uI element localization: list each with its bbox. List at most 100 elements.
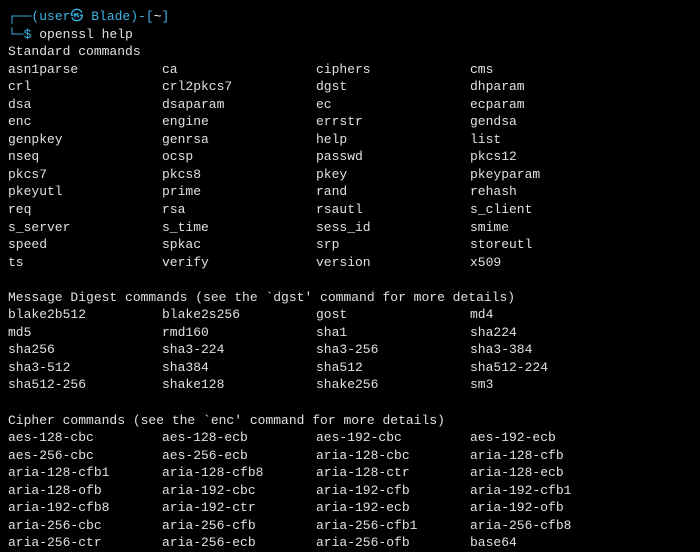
command-row: pkeyutlprimerandrehash xyxy=(8,183,692,201)
command-cell: base64 xyxy=(470,534,624,552)
command-cell: rehash xyxy=(470,183,624,201)
command-row: md5rmd160sha1sha224 xyxy=(8,324,692,342)
command-row: blake2b512blake2s256gostmd4 xyxy=(8,306,692,324)
prompt-close-paren: ) xyxy=(130,9,138,24)
command-cell: aes-128-ecb xyxy=(162,429,316,447)
command-cell: sha384 xyxy=(162,359,316,377)
command-cell: pkcs7 xyxy=(8,166,162,184)
command-row: sha512-256shake128shake256sm3 xyxy=(8,376,692,394)
command-row: aes-256-cbcaes-256-ecbaria-128-cbcaria-1… xyxy=(8,447,692,465)
command-cell: pkcs12 xyxy=(470,148,624,166)
terminal-output: ┌──(user㉿ Blade)-[~] └─$ openssl help St… xyxy=(8,8,692,552)
command-row: asn1parsecacipherscms xyxy=(8,61,692,79)
command-cell: dgst xyxy=(316,78,470,96)
command-row: dsadsaparamececparam xyxy=(8,96,692,114)
command-cell: genpkey xyxy=(8,131,162,149)
command-cell: crl xyxy=(8,78,162,96)
command-cell: aria-192-cfb8 xyxy=(8,499,162,517)
command-cell: ocsp xyxy=(162,148,316,166)
command-cell: aria-128-cfb8 xyxy=(162,464,316,482)
command-cell: pkey xyxy=(316,166,470,184)
command-cell: blake2s256 xyxy=(162,306,316,324)
prompt-line-2[interactable]: └─$ openssl help xyxy=(8,26,692,44)
section-header: Standard commands xyxy=(8,43,692,61)
command-cell: sha512-224 xyxy=(470,359,624,377)
prompt-dollar: $ xyxy=(24,27,32,42)
command-cell: sha256 xyxy=(8,341,162,359)
command-row: sha256sha3-224sha3-256sha3-384 xyxy=(8,341,692,359)
command-cell: aria-128-cfb xyxy=(470,447,624,465)
command-cell: sha3-256 xyxy=(316,341,470,359)
command-cell: x509 xyxy=(470,254,624,272)
command-cell: rmd160 xyxy=(162,324,316,342)
command-row: speedspkacsrpstoreutl xyxy=(8,236,692,254)
command-cell: aria-256-cfb xyxy=(162,517,316,535)
blank-line xyxy=(8,271,692,289)
command-row: aria-128-ofbaria-192-cbcaria-192-cfbaria… xyxy=(8,482,692,500)
command-cell: md5 xyxy=(8,324,162,342)
command-cell: aria-256-ofb xyxy=(316,534,470,552)
command-cell: aria-128-ecb xyxy=(470,464,624,482)
prompt-line2-prefix: └─ xyxy=(8,27,24,42)
command-cell: spkac xyxy=(162,236,316,254)
command-cell: nseq xyxy=(8,148,162,166)
command-cell: verify xyxy=(162,254,316,272)
command-cell: version xyxy=(316,254,470,272)
command-cell: aria-256-ctr xyxy=(8,534,162,552)
command-row: genpkeygenrsahelplist xyxy=(8,131,692,149)
command-row: aria-256-ctraria-256-ecbaria-256-ofbbase… xyxy=(8,534,692,552)
command-cell: blake2b512 xyxy=(8,306,162,324)
command-cell: aria-128-cbc xyxy=(316,447,470,465)
command-cell: speed xyxy=(8,236,162,254)
command-cell: aria-128-cfb1 xyxy=(8,464,162,482)
command-cell: errstr xyxy=(316,113,470,131)
command-cell: sha224 xyxy=(470,324,624,342)
command-cell: aria-256-cfb1 xyxy=(316,517,470,535)
command-cell: help xyxy=(316,131,470,149)
command-cell: dsaparam xyxy=(162,96,316,114)
command-cell: gendsa xyxy=(470,113,624,131)
command-cell: smime xyxy=(470,219,624,237)
command-row: reqrsarsautls_client xyxy=(8,201,692,219)
command-cell: aria-192-cbc xyxy=(162,482,316,500)
command-cell: asn1parse xyxy=(8,61,162,79)
prompt-dash-bracket: -[ xyxy=(138,9,154,24)
command-cell: ciphers xyxy=(316,61,470,79)
command-row: aria-256-cbcaria-256-cfbaria-256-cfb1ari… xyxy=(8,517,692,535)
command-cell: engine xyxy=(162,113,316,131)
command-cell: crl2pkcs7 xyxy=(162,78,316,96)
command-cell: gost xyxy=(316,306,470,324)
command-row: aria-192-cfb8aria-192-ctraria-192-ecbari… xyxy=(8,499,692,517)
command-cell: ts xyxy=(8,254,162,272)
command-cell: rand xyxy=(316,183,470,201)
command-row: encengineerrstrgendsa xyxy=(8,113,692,131)
command-cell: aria-128-ctr xyxy=(316,464,470,482)
command-row: s_servers_timesess_idsmime xyxy=(8,219,692,237)
command-cell: aria-256-cfb8 xyxy=(470,517,624,535)
prompt-corner: ┌──( xyxy=(8,9,39,24)
command-cell: aes-192-cbc xyxy=(316,429,470,447)
command-cell: storeutl xyxy=(470,236,624,254)
command-cell: passwd xyxy=(316,148,470,166)
command-row: sha3-512sha384sha512sha512-224 xyxy=(8,359,692,377)
command-cell: shake128 xyxy=(162,376,316,394)
command-cell: aes-192-ecb xyxy=(470,429,624,447)
command-cell: sha512-256 xyxy=(8,376,162,394)
command-cell: aria-128-ofb xyxy=(8,482,162,500)
command-cell: aes-256-ecb xyxy=(162,447,316,465)
command-cell: aria-256-cbc xyxy=(8,517,162,535)
command-row: crlcrl2pkcs7dgstdhparam xyxy=(8,78,692,96)
command-row: pkcs7pkcs8pkeypkeyparam xyxy=(8,166,692,184)
command-cell: s_server xyxy=(8,219,162,237)
command-cell: aria-192-ofb xyxy=(470,499,624,517)
command-cell: aria-192-ctr xyxy=(162,499,316,517)
command-cell: genrsa xyxy=(162,131,316,149)
command-cell: cms xyxy=(470,61,624,79)
command-cell: dhparam xyxy=(470,78,624,96)
command-cell: md4 xyxy=(470,306,624,324)
command-cell: sha3-512 xyxy=(8,359,162,377)
command-cell: list xyxy=(470,131,624,149)
command-row: nseqocsppasswdpkcs12 xyxy=(8,148,692,166)
prompt-command: openssl help xyxy=(39,27,133,42)
command-cell: ec xyxy=(316,96,470,114)
